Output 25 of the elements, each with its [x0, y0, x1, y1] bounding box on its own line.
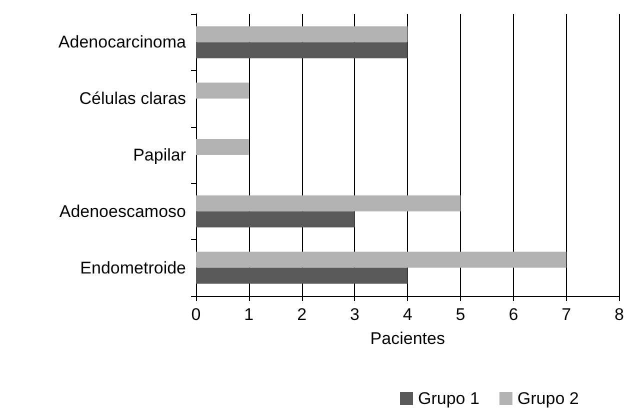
y-tick-label: Células claras [79, 89, 186, 108]
x-tick-label: 7 [562, 305, 572, 324]
x-axis-title: Pacientes [370, 329, 445, 348]
x-tick-label: 3 [350, 305, 360, 324]
x-tick-label: 0 [191, 305, 201, 324]
x-tick-label: 4 [402, 305, 412, 324]
legend-label: Grupo 1 [418, 389, 480, 408]
legend-label: Grupo 2 [517, 389, 579, 408]
bar [196, 211, 355, 228]
x-tick-label: 2 [297, 305, 307, 324]
x-tick-label: 6 [508, 305, 518, 324]
x-tick-label: 1 [244, 305, 254, 324]
bar [196, 268, 408, 284]
bar [196, 195, 461, 212]
y-tick-label: Adenocarcinoma [58, 32, 187, 52]
y-tick-label: Papilar [133, 146, 186, 164]
y-tick-label: Adenoescamoso [59, 202, 186, 221]
bar [196, 42, 408, 58]
bar [196, 26, 408, 42]
x-tick-label: 5 [456, 305, 466, 324]
bar [196, 252, 566, 268]
bar [196, 82, 249, 99]
y-tick-label: Endometroide [80, 258, 186, 278]
x-tick-label: 8 [614, 305, 624, 324]
bar [196, 139, 249, 155]
